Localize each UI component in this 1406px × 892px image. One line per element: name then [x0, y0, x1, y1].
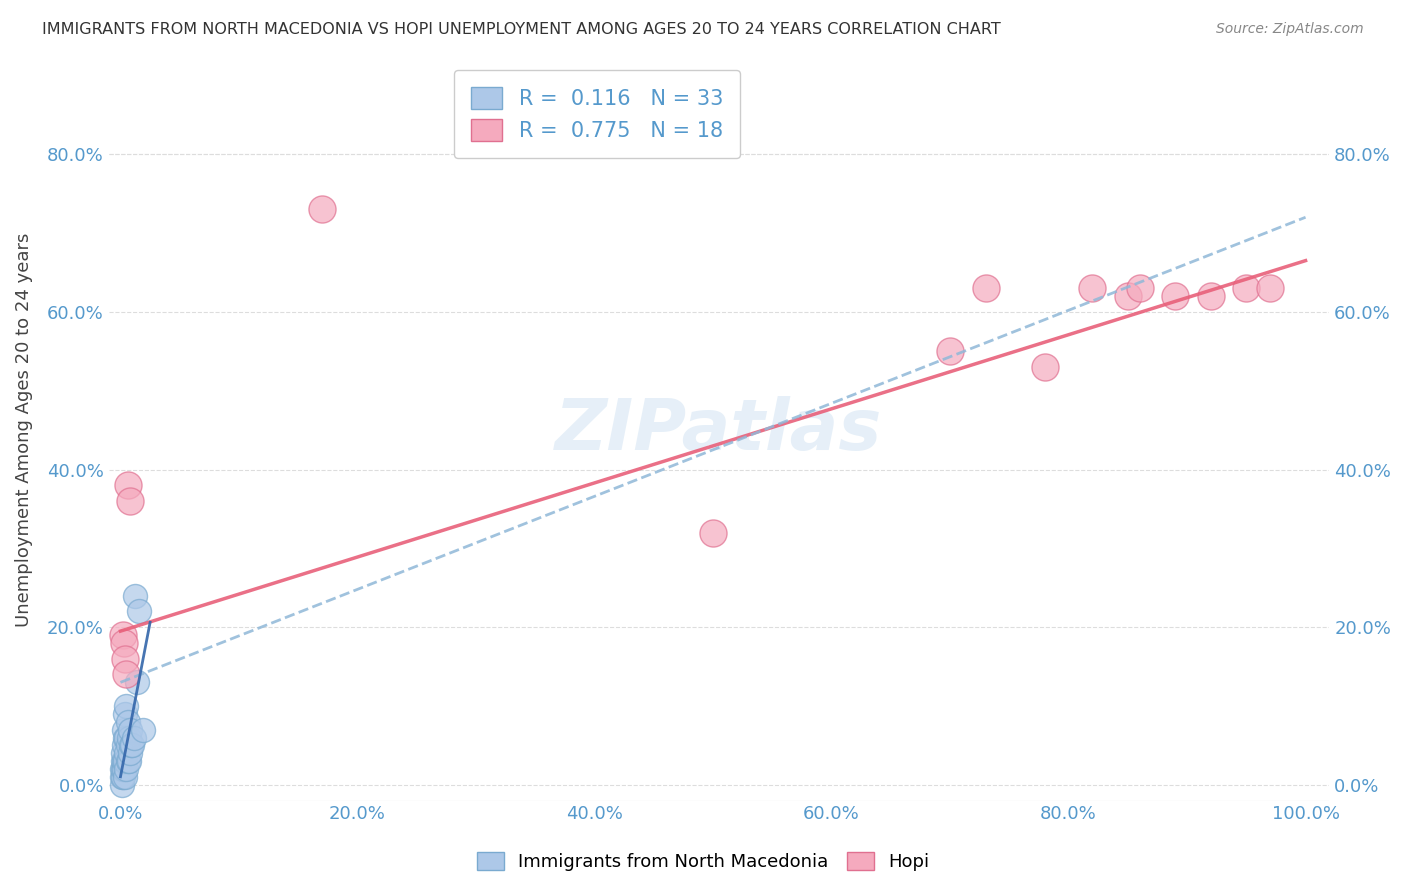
Point [118, 494, 141, 508]
Text: IMMIGRANTS FROM NORTH MACEDONIA VS HOPI UNEMPLOYMENT AMONG AGES 20 TO 24 YEARS C: IMMIGRANTS FROM NORTH MACEDONIA VS HOPI … [42, 22, 1001, 37]
Point [1116, 289, 1139, 303]
Point [117, 739, 139, 753]
Point [939, 344, 962, 359]
Point [111, 628, 134, 642]
Point [112, 636, 135, 650]
Y-axis label: Unemployment Among Ages 20 to 24 years: Unemployment Among Ages 20 to 24 years [15, 233, 32, 627]
Point [115, 667, 138, 681]
Point [117, 714, 139, 729]
Point [1164, 289, 1187, 303]
Point [1081, 281, 1104, 295]
Point [118, 754, 141, 768]
Point [1199, 289, 1222, 303]
Point [1033, 359, 1056, 374]
Point [702, 525, 724, 540]
Point [111, 770, 134, 784]
Point [114, 651, 136, 665]
Point [111, 762, 134, 776]
Point [111, 778, 134, 792]
Point [111, 747, 134, 761]
Point [114, 731, 136, 745]
Point [115, 762, 138, 776]
Point [111, 762, 134, 776]
Point [115, 747, 138, 761]
Point [112, 739, 135, 753]
Point [311, 202, 333, 217]
Point [974, 281, 997, 295]
Legend: Immigrants from North Macedonia, Hopi: Immigrants from North Macedonia, Hopi [470, 845, 936, 879]
Point [111, 770, 134, 784]
Point [115, 731, 138, 745]
Point [122, 731, 145, 745]
Point [112, 723, 135, 737]
Point [1129, 281, 1152, 295]
Text: ZIPatlas: ZIPatlas [555, 396, 883, 465]
Point [125, 675, 148, 690]
Point [114, 706, 136, 721]
Point [1234, 281, 1257, 295]
Point [114, 770, 136, 784]
Point [111, 754, 134, 768]
Text: Source: ZipAtlas.com: Source: ZipAtlas.com [1216, 22, 1364, 37]
Point [118, 731, 141, 745]
Point [114, 754, 136, 768]
Point [112, 754, 135, 768]
Point [124, 589, 146, 603]
Point [115, 699, 138, 714]
Point [120, 739, 142, 753]
Point [128, 604, 150, 618]
Legend: R =  0.116   N = 33, R =  0.775   N = 18: R = 0.116 N = 33, R = 0.775 N = 18 [454, 70, 740, 158]
Point [117, 754, 139, 768]
Point [132, 723, 155, 737]
Point [121, 739, 143, 753]
Point [112, 762, 135, 776]
Point [118, 723, 141, 737]
Point [118, 747, 141, 761]
Point [117, 478, 139, 492]
Point [1258, 281, 1281, 295]
